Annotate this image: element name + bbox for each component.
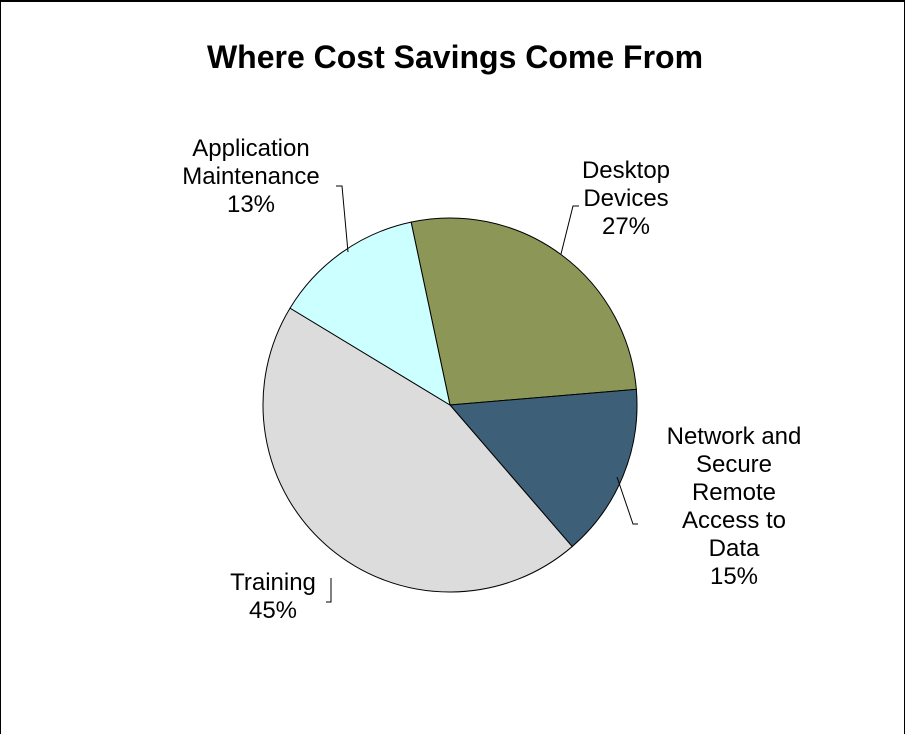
slice-percent: 27% (602, 213, 650, 240)
leader-line (616, 476, 638, 525)
pie-slice-application (289, 221, 451, 407)
slice-label: Training 45% (230, 569, 316, 624)
slice-label-line: Network and (667, 423, 802, 450)
pie-slice-network-and (448, 388, 638, 548)
slice-label: Network and Secure Remote Access to Data 15% (667, 423, 802, 590)
slice-label-line: Devices (583, 185, 668, 212)
chart-title: Where Cost Savings Come From (207, 39, 703, 75)
leader-line (326, 578, 332, 603)
slice-label-line: Secure (696, 451, 772, 478)
slice-labels: Desktop Devices 27% Network and Secure Remote… (182, 135, 801, 624)
pie-slice-desktop (410, 217, 637, 406)
leader-line (560, 205, 579, 255)
slice-percent: 13% (227, 191, 275, 218)
slice-label-line: Application (192, 135, 309, 162)
slice-label-line: Maintenance (182, 163, 319, 190)
slice-label: Desktop Devices 27% (582, 157, 670, 240)
pie-slices (262, 217, 638, 593)
slice-percent: 45% (249, 597, 297, 624)
slice-label-line: Training (230, 569, 316, 596)
leader-line (336, 185, 349, 253)
slice-label-line: Remote (692, 479, 776, 506)
slice-label: Application Maintenance 13% (182, 135, 319, 218)
slice-label-line: Desktop (582, 157, 670, 184)
slice-label-line: Data (709, 535, 760, 562)
slice-label-line: Access to (682, 507, 786, 534)
leader-lines (326, 185, 638, 603)
pie-slice-training (262, 307, 573, 593)
slice-percent: 15% (710, 563, 758, 590)
